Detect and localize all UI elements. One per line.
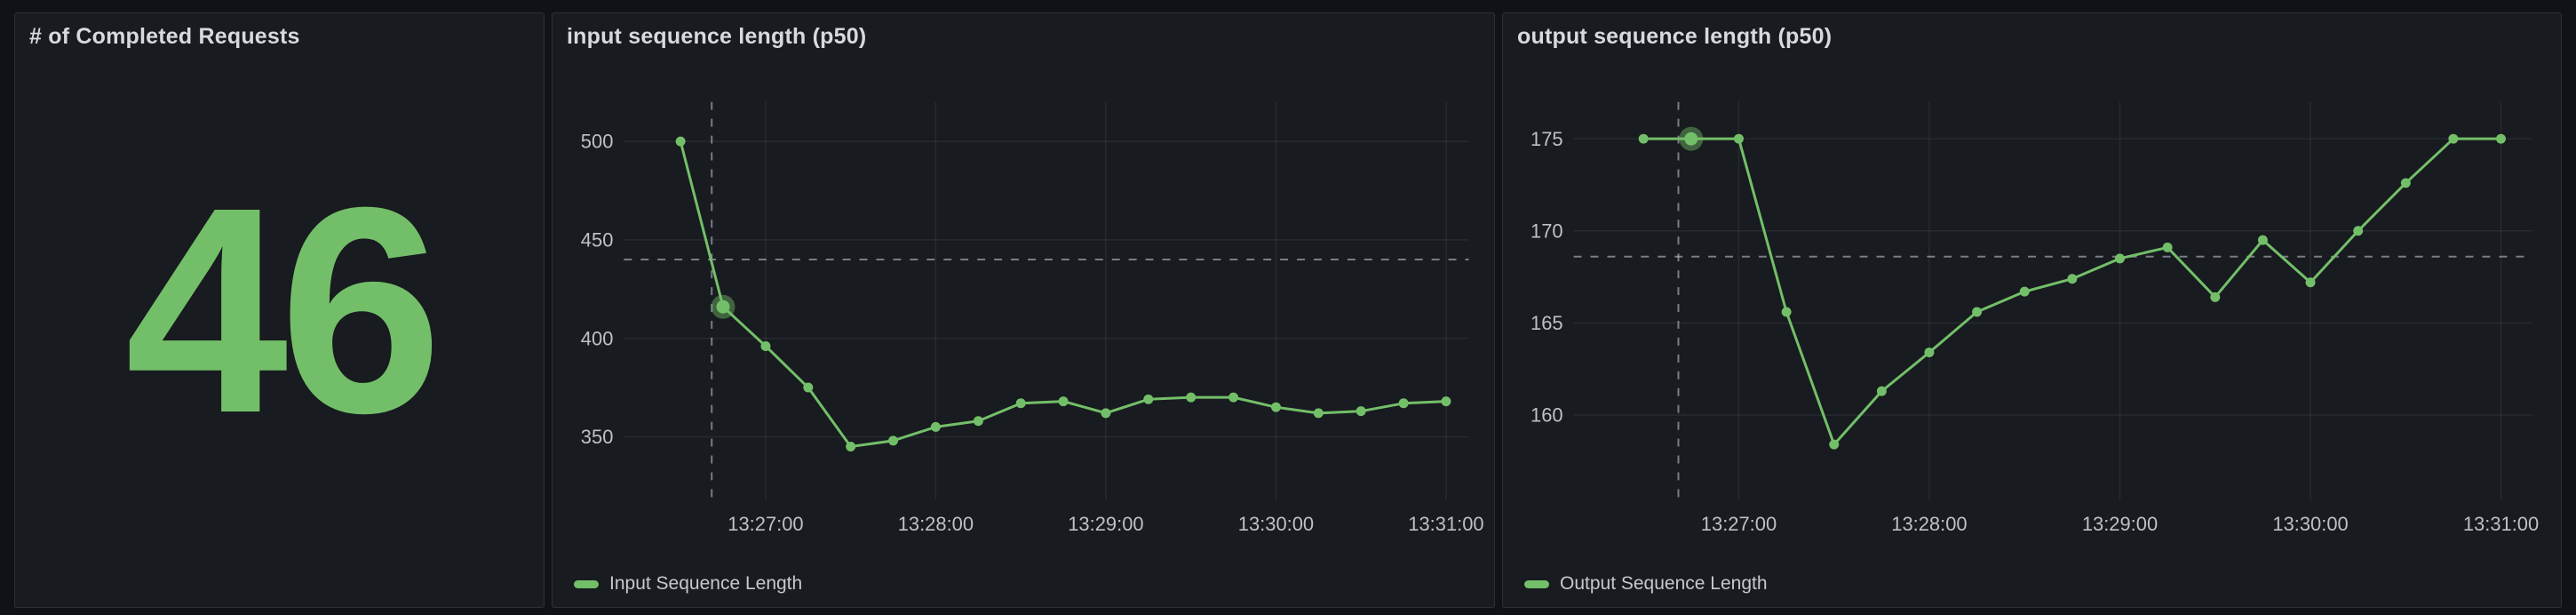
y-tick-label: 450 xyxy=(581,229,614,252)
panel-output-sequence-length: output sequence length (p50) 160 165 170 17… xyxy=(1502,12,2562,608)
input-sequence-length-chart[interactable]: 350 400 450 500 13:27:00 13:28:00 13:29:00 13:3… xyxy=(553,13,1494,607)
data-point[interactable] xyxy=(675,136,686,147)
data-point[interactable] xyxy=(2448,133,2459,144)
data-point[interactable] xyxy=(1829,439,1840,450)
data-point[interactable] xyxy=(973,416,983,427)
y-tick-label: 175 xyxy=(1530,128,1563,150)
data-point[interactable] xyxy=(2115,253,2125,264)
data-point[interactable] xyxy=(1441,396,1451,407)
output-sequence-length-chart[interactable]: 160 165 170 175 13:27:00 13:28:00 13:29:00 13:3… xyxy=(1503,13,2561,607)
legend-series-swatch xyxy=(574,579,599,588)
data-point[interactable] xyxy=(2257,235,2268,245)
data-point[interactable] xyxy=(888,435,899,446)
data-point[interactable] xyxy=(2496,133,2507,144)
data-point[interactable] xyxy=(1313,408,1324,419)
data-point[interactable] xyxy=(2400,178,2411,188)
data-point[interactable] xyxy=(1734,133,1744,144)
data-point[interactable] xyxy=(1101,408,1111,419)
y-tick-label: 400 xyxy=(581,327,614,349)
x-tick-label: 13:28:00 xyxy=(898,513,974,535)
data-point[interactable] xyxy=(2019,286,2030,297)
x-tick-label: 13:29:00 xyxy=(1068,513,1143,535)
y-tick-label: 160 xyxy=(1530,404,1563,427)
data-point[interactable] xyxy=(1356,406,1366,417)
y-tick-label: 165 xyxy=(1530,312,1563,334)
data-point[interactable] xyxy=(846,442,856,452)
y-tick-label: 500 xyxy=(581,131,614,153)
data-point[interactable] xyxy=(760,340,771,351)
data-point[interactable] xyxy=(2210,292,2221,302)
x-tick-label: 13:29:00 xyxy=(2082,513,2158,535)
legend-series-label[interactable]: Input Sequence Length xyxy=(609,573,803,594)
data-point[interactable] xyxy=(1228,392,1239,403)
data-point[interactable] xyxy=(716,300,730,314)
output-chart-legend[interactable]: Output Sequence Length xyxy=(1524,573,1768,595)
legend-series-label[interactable]: Output Sequence Length xyxy=(1560,573,1768,594)
data-point[interactable] xyxy=(1972,307,1983,317)
input-chart-legend[interactable]: Input Sequence Length xyxy=(574,573,802,595)
panel-input-sequence-length: input sequence length (p50) 350 400 450 500… xyxy=(552,12,1495,608)
legend-series-swatch xyxy=(1524,579,1549,588)
x-tick-label: 13:31:00 xyxy=(2463,513,2539,535)
panel-title-input-sequence-length: input sequence length (p50) xyxy=(567,24,867,49)
x-tick-label: 13:31:00 xyxy=(1408,513,1483,535)
data-point[interactable] xyxy=(1781,307,1792,317)
panel-title-output-sequence-length: output sequence length (p50) xyxy=(1517,24,1833,49)
data-point[interactable] xyxy=(2162,242,2173,252)
series-line xyxy=(1642,137,2503,446)
data-point[interactable] xyxy=(2067,274,2078,284)
data-point[interactable] xyxy=(1638,133,1649,144)
y-tick-label: 170 xyxy=(1530,220,1563,242)
panel-title-completed-requests: # of Completed Requests xyxy=(29,24,300,49)
data-point[interactable] xyxy=(1684,132,1698,146)
x-tick-label: 13:30:00 xyxy=(1238,513,1314,535)
data-point[interactable] xyxy=(803,382,814,393)
panel-completed-requests: # of Completed Requests 46 xyxy=(14,12,545,608)
stat-value: 46 xyxy=(124,146,442,474)
data-point[interactable] xyxy=(1398,398,1409,409)
data-point[interactable] xyxy=(930,421,941,432)
x-tick-label: 13:27:00 xyxy=(1701,513,1777,535)
chart-canvas[interactable]: 350 400 450 500 13:27:00 13:28:00 13:29:00 13:3… xyxy=(553,13,1494,607)
data-point[interactable] xyxy=(2305,277,2316,288)
data-point[interactable] xyxy=(1270,402,1281,412)
data-point[interactable] xyxy=(1186,392,1197,403)
data-point[interactable] xyxy=(1058,396,1069,407)
data-point[interactable] xyxy=(1924,347,1935,358)
data-point[interactable] xyxy=(1015,398,1026,409)
chart-canvas[interactable]: 160 165 170 175 13:27:00 13:28:00 13:29:00 13:3… xyxy=(1503,13,2561,607)
x-tick-label: 13:27:00 xyxy=(727,513,803,535)
data-point[interactable] xyxy=(1143,394,1154,404)
data-point[interactable] xyxy=(2353,226,2364,236)
x-tick-label: 13:28:00 xyxy=(1891,513,1967,535)
x-tick-label: 13:30:00 xyxy=(2272,513,2348,535)
data-point[interactable] xyxy=(1876,386,1887,396)
y-tick-label: 350 xyxy=(581,426,614,448)
